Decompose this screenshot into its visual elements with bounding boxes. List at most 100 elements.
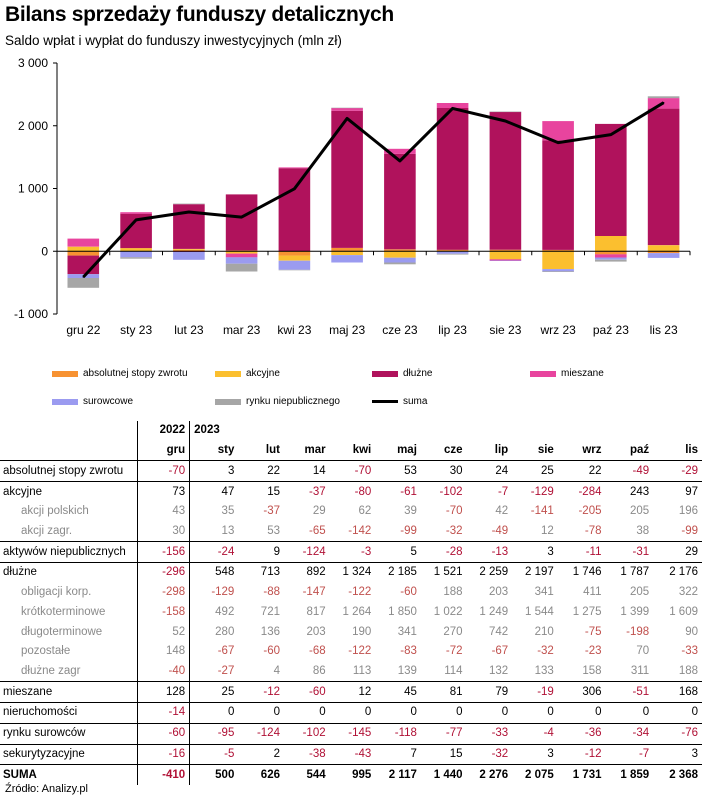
table-cell: 52 (137, 622, 190, 642)
table-cell: 42 (495, 505, 509, 518)
bar-rynku_niepublicznego-9 (542, 271, 574, 272)
table-cell: 22 (267, 464, 280, 477)
bar-surowcowe-5 (331, 255, 363, 263)
table-cell: -65 (309, 524, 326, 537)
table-cell: 30 (137, 521, 190, 542)
bar-surowcowe-6 (384, 257, 416, 263)
bar-akcyjne-4 (278, 255, 311, 261)
table-cell: 341 (397, 625, 417, 638)
table-cell: 0 (605, 702, 654, 724)
table-cell: -118 (375, 722, 421, 744)
table-cell: 2 176 (653, 562, 702, 583)
table-cell: -77 (420, 722, 467, 744)
bar-absolutnej-5 (331, 247, 363, 252)
table-cell: 81 (420, 681, 467, 703)
table-cell: -122 (348, 586, 372, 599)
bar-mieszane-10 (595, 254, 627, 258)
bar-surowcowe-7 (436, 251, 469, 254)
table-cell: -124 (283, 541, 330, 563)
table-row: akcji polskich 43 35 -37 29 62 39 -70 42 -141 -205… (0, 501, 702, 522)
table-cell: 1 746 (557, 562, 606, 583)
table-cell: 3 (189, 460, 239, 482)
table-cell: 892 (283, 562, 330, 583)
row-label: dłużne (0, 562, 138, 583)
table-cell: -33 (466, 722, 513, 744)
table-cell: -61 (375, 481, 421, 502)
table-row: obligacji korp. -298 -129 -88 -147 -122 -60 188… (0, 582, 702, 603)
bar-rynku_niepublicznego-1 (120, 257, 152, 259)
y-tick-label: 1 000 (18, 182, 48, 196)
table-cell: 0 (238, 702, 284, 724)
bar-group (67, 96, 680, 288)
bar-rynku_niepublicznego-11 (647, 96, 680, 99)
month-header: cze (420, 440, 467, 462)
bar-akcyjne-3 (225, 251, 258, 254)
table-cell: -4 (512, 722, 558, 744)
table-cell: 14 (312, 464, 326, 477)
table-cell: -7 (605, 743, 654, 765)
table-cell: 168 (653, 681, 702, 703)
y-tick-label: 2 000 (18, 119, 48, 133)
table-cell: 270 (443, 625, 463, 638)
table-cell: 1 399 (620, 605, 650, 618)
legend-label: rynku niepublicznego (246, 396, 340, 407)
stacked-bar-chart: -1 000 0 1 000 2 000 3 000 gru 22 sty 23 lut 23… (14, 56, 691, 337)
bar-mieszane-1 (120, 212, 152, 214)
table-cell: 4 (273, 664, 280, 677)
bar-mieszane-3 (225, 253, 258, 258)
legend-swatch (372, 371, 398, 377)
table-cell: 196 (678, 505, 698, 518)
sum-point-6 (399, 160, 401, 162)
table-cell: 22 (588, 464, 602, 477)
bar-akcyjne-0 (67, 246, 100, 252)
legend-label: akcyjne (246, 368, 280, 379)
bar-absolutnej-8 (489, 249, 522, 252)
table-cell: -70 (445, 505, 463, 518)
bar-rynku_niepublicznego-2 (173, 203, 205, 205)
table-cell: -158 (137, 602, 190, 623)
table-cell: -3 (329, 541, 376, 563)
table-cell: 548 (189, 562, 239, 583)
row-label: pozostałe (21, 645, 71, 658)
table-cell: -122 (348, 645, 372, 658)
y-tick-label: -1 000 (14, 307, 48, 321)
table-cell: -28 (420, 541, 467, 563)
table-cell: -80 (329, 481, 376, 502)
table-cell: -141 (530, 505, 554, 518)
table-cell: 2 276 (466, 764, 513, 785)
table-cell: 0 (653, 702, 702, 724)
table-cell: 3 (512, 743, 558, 765)
legend-swatch (530, 371, 556, 377)
bar-dluzne-10 (595, 123, 627, 236)
table-cell: 15 (420, 743, 467, 765)
table-cell: 29 (312, 505, 326, 518)
month-header: kwi (329, 440, 376, 462)
legend-swatch (52, 399, 78, 405)
table-cell: 243 (605, 481, 654, 502)
table-cell: -36 (557, 722, 606, 744)
table-cell: 39 (404, 505, 417, 518)
month-header: lip (466, 440, 513, 462)
table-cell: 1 521 (420, 562, 467, 583)
bar-akcyjne-1 (120, 248, 152, 251)
table-cell: -37 (283, 481, 330, 502)
month-header: lut (238, 440, 284, 462)
table-cell: -67 (189, 641, 239, 662)
table-cell: 12 (541, 524, 554, 537)
table-cell: -83 (400, 645, 417, 658)
table-cell: 30 (449, 464, 463, 477)
table-row: akcji zagr. 30 13 53 -65 -142 -99 -32 -49 12 -78 38… (0, 521, 702, 542)
table-cell: -49 (491, 524, 509, 537)
bar-rynku_niepublicznego-8 (489, 111, 522, 113)
table-cell: -7 (466, 481, 513, 502)
table-cell: -70 (354, 464, 372, 477)
sum-point-0 (82, 276, 85, 278)
table-cell: -156 (137, 541, 190, 563)
table-cell: 0 (557, 702, 606, 724)
table-cell: 73 (137, 481, 190, 502)
table-cell: -142 (348, 524, 372, 537)
sum-point-8 (504, 120, 507, 122)
x-tick-label: paź 23 (593, 323, 629, 337)
table-cell: -129 (512, 481, 558, 502)
x-tick-label: lis 23 (650, 323, 678, 337)
